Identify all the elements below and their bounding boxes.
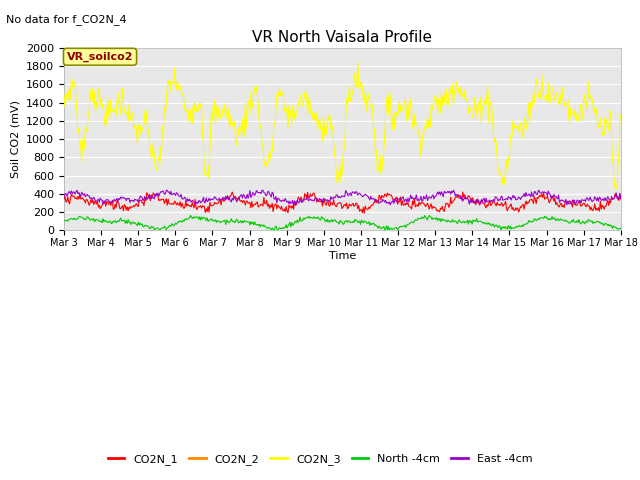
Text: VR_soilco2: VR_soilco2 (67, 52, 133, 62)
Title: VR North Vaisala Profile: VR North Vaisala Profile (252, 30, 433, 46)
Y-axis label: Soil CO2 (mV): Soil CO2 (mV) (11, 100, 20, 178)
X-axis label: Time: Time (329, 251, 356, 261)
Legend: CO2N_1, CO2N_2, CO2N_3, North -4cm, East -4cm: CO2N_1, CO2N_2, CO2N_3, North -4cm, East… (103, 450, 537, 469)
Text: No data for f_CO2N_4: No data for f_CO2N_4 (6, 14, 127, 25)
